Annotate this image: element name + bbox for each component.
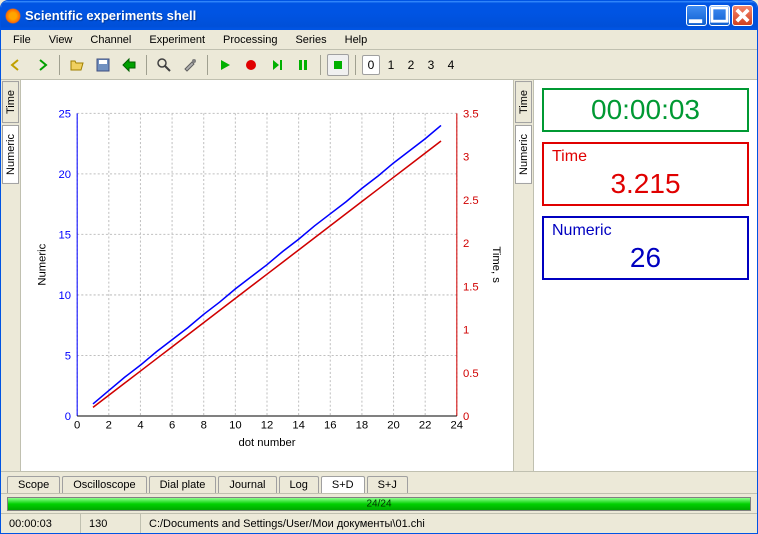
tab-s-d[interactable]: S+D [321, 476, 365, 493]
svg-text:20: 20 [58, 169, 71, 181]
svg-text:18: 18 [356, 419, 369, 431]
back-button[interactable] [5, 54, 27, 76]
svg-text:20: 20 [387, 419, 400, 431]
stop-button[interactable] [327, 54, 349, 76]
save-button[interactable] [92, 54, 114, 76]
minimize-button[interactable] [686, 5, 707, 26]
svg-text:2.5: 2.5 [463, 195, 479, 207]
record-button[interactable] [240, 54, 262, 76]
progress-text: 24/24 [366, 499, 391, 510]
menu-series[interactable]: Series [287, 32, 334, 48]
svg-text:1: 1 [463, 325, 469, 337]
play-button[interactable] [214, 54, 236, 76]
menu-file[interactable]: File [5, 32, 39, 48]
svg-text:0.5: 0.5 [463, 368, 479, 380]
maximize-button[interactable] [709, 5, 730, 26]
tab-oscilloscope[interactable]: Oscilloscope [62, 476, 146, 493]
chart-pane: 024681012141618202224051015202500.511.52… [21, 80, 513, 471]
status-path: C:/Documents and Settings/User/Мои докум… [141, 514, 757, 533]
svg-text:15: 15 [58, 230, 71, 242]
svg-text:25: 25 [58, 108, 71, 120]
sidetab-time-left[interactable]: Time [2, 81, 19, 123]
svg-text:Numeric: Numeric [36, 243, 48, 285]
menu-processing[interactable]: Processing [215, 32, 285, 48]
numeric-value: 26 [552, 242, 739, 274]
readout-pane: 00:00:03 Time 3.215 Numeric 26 [533, 80, 757, 471]
time-label: Time [552, 148, 739, 166]
svg-text:10: 10 [229, 419, 242, 431]
step-button[interactable] [266, 54, 288, 76]
svg-text:24: 24 [451, 419, 464, 431]
svg-text:10: 10 [58, 290, 71, 302]
svg-text:1.5: 1.5 [463, 281, 479, 293]
sidetab-numeric-left[interactable]: Numeric [2, 125, 19, 184]
menubar: FileViewChannelExperimentProcessingSerie… [1, 30, 757, 50]
index-button-3[interactable]: 3 [422, 55, 440, 75]
svg-text:0: 0 [463, 411, 469, 423]
statusbar: 00:00:03 130 C:/Documents and Settings/U… [1, 513, 757, 533]
svg-text:2: 2 [106, 419, 112, 431]
status-count: 130 [81, 514, 141, 533]
svg-text:3: 3 [463, 152, 469, 164]
forward-button[interactable] [31, 54, 53, 76]
svg-text:14: 14 [292, 419, 305, 431]
readout-numeric: Numeric 26 [542, 216, 749, 280]
export-button[interactable] [118, 54, 140, 76]
readout-clock: 00:00:03 [542, 88, 749, 132]
bottom-tabs: ScopeOscilloscopeDial plateJournalLogS+D… [1, 471, 757, 493]
pause-button[interactable] [292, 54, 314, 76]
menu-help[interactable]: Help [337, 32, 376, 48]
titlebar: Scientific experiments shell [1, 1, 757, 30]
index-button-0[interactable]: 0 [362, 55, 380, 75]
window-title: Scientific experiments shell [25, 8, 686, 23]
index-button-1[interactable]: 1 [382, 55, 400, 75]
left-sidetabs: Time Numeric [1, 80, 21, 471]
time-value: 3.215 [552, 168, 739, 200]
tab-log[interactable]: Log [279, 476, 319, 493]
clock-value: 00:00:03 [552, 94, 739, 126]
svg-text:8: 8 [201, 419, 207, 431]
svg-text:6: 6 [169, 419, 175, 431]
settings-button[interactable] [179, 54, 201, 76]
toolbar: 01234 [1, 50, 757, 80]
zoom-button[interactable] [153, 54, 175, 76]
app-icon [5, 8, 21, 24]
chart: 024681012141618202224051015202500.511.52… [31, 88, 503, 467]
svg-text:16: 16 [324, 419, 337, 431]
right-sidetabs: Time Numeric [513, 80, 533, 471]
svg-text:2: 2 [463, 238, 469, 250]
index-button-2[interactable]: 2 [402, 55, 420, 75]
svg-text:5: 5 [65, 351, 71, 363]
readout-time: Time 3.215 [542, 142, 749, 206]
tab-journal[interactable]: Journal [218, 476, 276, 493]
svg-text:3.5: 3.5 [463, 108, 479, 120]
tab-dial-plate[interactable]: Dial plate [149, 476, 217, 493]
open-button[interactable] [66, 54, 88, 76]
svg-text:0: 0 [65, 411, 71, 423]
sidetab-time-right[interactable]: Time [515, 81, 532, 123]
svg-text:12: 12 [261, 419, 274, 431]
progress-bar: 24/24 [1, 493, 757, 513]
tab-s-j[interactable]: S+J [367, 476, 408, 493]
menu-channel[interactable]: Channel [82, 32, 139, 48]
svg-text:22: 22 [419, 419, 432, 431]
index-button-4[interactable]: 4 [442, 55, 460, 75]
close-button[interactable] [732, 5, 753, 26]
menu-view[interactable]: View [41, 32, 81, 48]
svg-text:4: 4 [137, 419, 143, 431]
svg-text:Time, s: Time, s [490, 246, 502, 283]
menu-experiment[interactable]: Experiment [141, 32, 213, 48]
status-time: 00:00:03 [1, 514, 81, 533]
numeric-label: Numeric [552, 222, 739, 240]
svg-text:dot number: dot number [239, 437, 296, 449]
tab-scope[interactable]: Scope [7, 476, 60, 493]
sidetab-numeric-right[interactable]: Numeric [515, 125, 532, 184]
svg-text:0: 0 [74, 419, 80, 431]
